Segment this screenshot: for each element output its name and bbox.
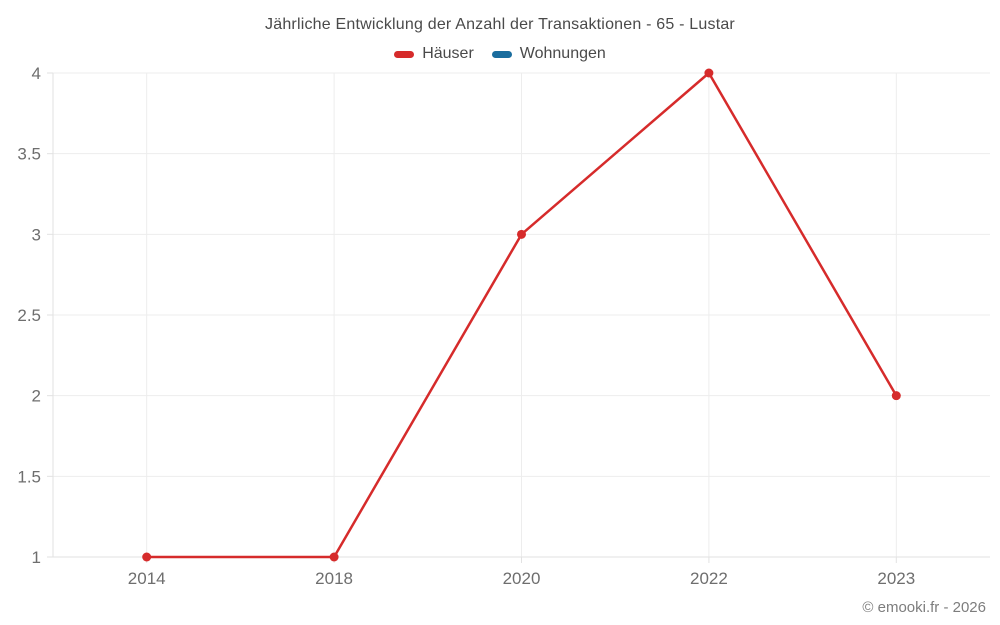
- data-point[interactable]: [891, 391, 901, 401]
- data-point[interactable]: [142, 552, 152, 562]
- copyright-notice: © emooki.fr - 2026: [862, 599, 986, 616]
- data-point[interactable]: [329, 552, 339, 562]
- legend-marker-haeuser-icon: [394, 50, 415, 58]
- legend: Häuser Wohnungen: [0, 45, 1000, 63]
- x-axis-label: 2018: [315, 569, 353, 588]
- x-axis-label: 2020: [503, 569, 541, 588]
- legend-label-wohnungen: Wohnungen: [519, 45, 606, 62]
- legend-item-haeuser[interactable]: Häuser: [394, 45, 474, 63]
- y-axis-label: 2: [32, 387, 41, 406]
- x-axis-label: 2022: [690, 569, 728, 588]
- y-axis-label: 2.5: [17, 306, 41, 325]
- data-point[interactable]: [517, 229, 526, 239]
- y-axis-label: 1.5: [17, 467, 41, 486]
- legend-marker-wohnungen-icon: [491, 50, 512, 58]
- legend-label-haeuser: Häuser: [422, 45, 474, 62]
- y-axis-label: 3: [32, 225, 41, 244]
- x-axis-label: 2014: [128, 569, 166, 588]
- x-axis-label: 2023: [877, 569, 915, 588]
- data-point[interactable]: [704, 68, 714, 78]
- y-axis-label: 3.5: [17, 145, 41, 164]
- y-axis-label: 1: [32, 548, 41, 567]
- y-axis-label: 4: [32, 64, 41, 83]
- chart-title: Jährliche Entwicklung der Anzahl der Tra…: [265, 16, 735, 33]
- legend-item-wohnungen[interactable]: Wohnungen: [491, 45, 606, 63]
